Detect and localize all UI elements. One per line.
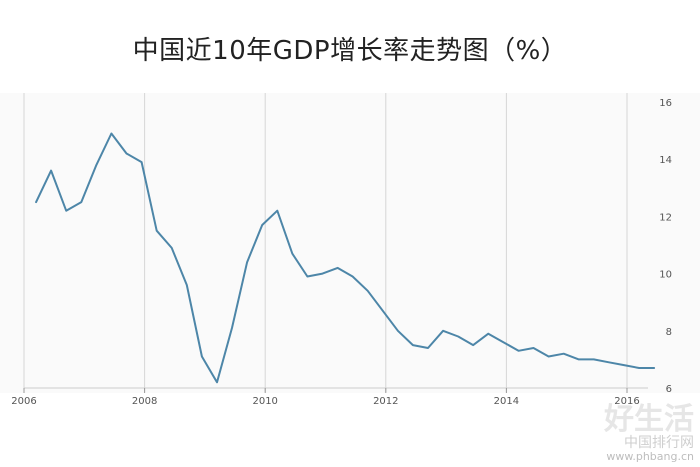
y-tick-label: 6 — [666, 384, 672, 395]
data-point[interactable] — [395, 328, 400, 333]
data-point[interactable] — [199, 354, 204, 359]
data-point[interactable] — [230, 325, 235, 330]
data-point[interactable] — [184, 283, 189, 288]
series-line-0 — [35, 132, 656, 384]
y-tick-label: 14 — [659, 155, 672, 166]
data-point[interactable] — [531, 346, 536, 351]
x-tick-label: 2016 — [614, 396, 639, 407]
watermark-site-name: 中国排行网 — [624, 434, 694, 451]
data-point[interactable] — [305, 274, 310, 279]
data-point[interactable] — [260, 223, 265, 228]
x-tick-label: 2008 — [132, 396, 157, 407]
data-point[interactable] — [546, 354, 551, 359]
data-point[interactable] — [49, 168, 54, 173]
series-group — [34, 131, 657, 385]
data-point[interactable] — [380, 308, 385, 313]
watermark: 好生活 中国排行网 www.phbang.cn — [604, 403, 694, 463]
data-point[interactable] — [501, 340, 506, 345]
x-tick-label: 2014 — [494, 396, 519, 407]
data-point[interactable] — [606, 360, 611, 365]
data-point[interactable] — [290, 251, 295, 256]
data-point[interactable] — [335, 265, 340, 270]
data-point[interactable] — [124, 151, 129, 156]
y-tick-label: 8 — [666, 327, 672, 338]
data-point[interactable] — [637, 366, 642, 371]
grid — [23, 93, 628, 392]
chart-title: 中国近10年GDP增长率走势图（%） — [132, 36, 568, 66]
y-axis: 6 8 10 12 14 16 — [659, 98, 672, 395]
data-point[interactable] — [245, 260, 250, 265]
data-point[interactable] — [456, 334, 461, 339]
data-point[interactable] — [471, 343, 476, 348]
data-point[interactable] — [215, 380, 220, 385]
data-point[interactable] — [576, 357, 581, 362]
data-point[interactable] — [154, 228, 159, 233]
x-tick-label: 2010 — [252, 396, 277, 407]
data-point[interactable] — [275, 208, 280, 213]
data-point[interactable] — [652, 366, 657, 371]
y-tick-label: 12 — [659, 212, 672, 223]
y-tick-label: 10 — [659, 270, 672, 281]
data-point[interactable] — [591, 357, 596, 362]
data-point[interactable] — [34, 200, 39, 205]
watermark-url: www.phbang.cn — [606, 449, 694, 463]
data-point[interactable] — [169, 245, 174, 250]
data-point[interactable] — [320, 271, 325, 276]
data-point[interactable] — [441, 328, 446, 333]
data-point[interactable] — [109, 131, 114, 136]
data-point[interactable] — [516, 348, 521, 353]
data-point[interactable] — [79, 200, 84, 205]
data-point[interactable] — [365, 288, 370, 293]
plot-background — [0, 93, 700, 393]
x-tick-label: 2006 — [11, 396, 36, 407]
data-point[interactable] — [622, 363, 627, 368]
data-point[interactable] — [486, 331, 491, 336]
data-point[interactable] — [64, 208, 69, 213]
data-point[interactable] — [426, 346, 431, 351]
data-point[interactable] — [139, 160, 144, 165]
watermark-logo: 好生活 — [604, 401, 694, 437]
x-tick-label: 2012 — [373, 396, 398, 407]
y-tick-label: 16 — [659, 98, 672, 109]
data-point[interactable] — [410, 343, 415, 348]
data-point[interactable] — [350, 274, 355, 279]
data-point[interactable] — [561, 351, 566, 356]
data-point[interactable] — [94, 162, 99, 167]
x-axis: 2006 2008 2010 2012 2014 2016 — [11, 388, 640, 407]
